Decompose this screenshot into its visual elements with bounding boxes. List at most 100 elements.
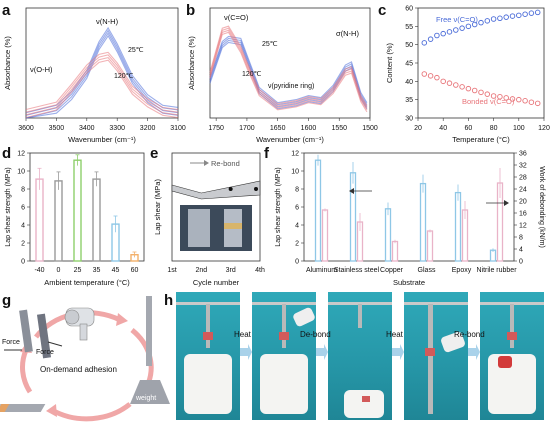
annotation-e: Re-bond xyxy=(211,159,240,168)
data-point-c xyxy=(465,23,472,30)
annotation-b: 120℃ xyxy=(242,71,262,78)
panel-label-g: g xyxy=(2,292,12,309)
chart-f: 02468101204812162024283236AluminumStainl… xyxy=(275,151,545,288)
data-point-c xyxy=(490,16,497,22)
data-point-c xyxy=(503,95,509,101)
annotation-a: 25℃ xyxy=(128,47,144,54)
y-tick-label-c: 55 xyxy=(405,24,413,31)
chart-c: 20 40 60 80 100 120 30 35 40 45 50 55 60 Temperature … xyxy=(385,6,550,145)
x-tick-label-d: 35 xyxy=(93,267,101,274)
h-step-2: De-bond xyxy=(300,330,331,339)
data-point-c xyxy=(522,11,528,17)
y-tick-label-c: 35 xyxy=(405,97,413,104)
annotation-a: 120℃ xyxy=(114,73,134,80)
photo-4 xyxy=(404,292,468,420)
x-tick-label-e: 1st xyxy=(167,267,176,274)
chart-a: 3600 3500 3400 3300 3200 3100 Wavenumber (cm⁻¹… xyxy=(3,7,186,144)
series-line-b xyxy=(209,41,368,110)
series-line-a xyxy=(25,32,179,119)
inset-plate-e xyxy=(188,209,210,247)
bar-d xyxy=(35,178,44,262)
y-tick-label-f: 12 xyxy=(291,151,299,158)
bar-work-f xyxy=(426,230,434,262)
data-point-c xyxy=(534,9,541,16)
data-point-c xyxy=(497,15,503,22)
x-tick-label-e: 2nd xyxy=(195,267,207,274)
x-tick-label-a: 3600 xyxy=(18,125,34,132)
photo-5 xyxy=(480,292,544,420)
x-tick-label-b: 1600 xyxy=(301,125,317,132)
data-point-c xyxy=(427,73,434,79)
x-tick-label-a: 3100 xyxy=(170,125,186,132)
y2-tick-label-f: 8 xyxy=(519,235,523,242)
rebond-arrow-head-e xyxy=(204,160,209,166)
series-line-a xyxy=(25,59,179,119)
annotation-b: 25℃ xyxy=(262,41,278,48)
x-tick-label-c: 40 xyxy=(439,125,447,132)
axis-arrow-head-f xyxy=(504,200,509,206)
data-point-c xyxy=(459,84,465,90)
annotation-a: ν(O-H) xyxy=(30,65,53,74)
g-weight-label: weight xyxy=(135,395,156,402)
data-point-c xyxy=(421,40,428,46)
panel-label-h: h xyxy=(164,292,174,309)
data-point-c xyxy=(528,10,535,16)
series-line-a xyxy=(25,56,179,116)
y-tick-label-c: 30 xyxy=(405,116,413,123)
x-tick-label-f: Copper xyxy=(380,267,404,274)
y-tick-label-d: 12 xyxy=(17,151,25,158)
y-tick-label-c: 40 xyxy=(405,79,413,86)
data-point-c xyxy=(478,89,484,96)
plot-frame-f xyxy=(303,152,515,262)
data-point-c xyxy=(434,74,440,81)
y-axis-label-f: Lap shear strength (MPa) xyxy=(275,167,282,246)
x-tick-label-f: Aluminum xyxy=(306,267,337,274)
data-point-c xyxy=(509,13,516,19)
y-tick-label-d: 4 xyxy=(21,223,25,230)
bar-work-f xyxy=(391,240,399,262)
data-point-c xyxy=(509,96,516,102)
plot-frame-d xyxy=(29,152,145,262)
y-tick-label-f: 8 xyxy=(295,187,299,194)
data-point-c xyxy=(459,25,465,31)
x-tick-label-a: 3300 xyxy=(109,125,125,132)
x-axis-label-a: Wavenumber (cm⁻¹) xyxy=(68,135,136,144)
plot-frame-b xyxy=(209,7,371,119)
y2-tick-label-f: 4 xyxy=(519,247,523,254)
x-tick-label-e: 4th xyxy=(255,267,265,274)
data-point-c xyxy=(516,96,522,103)
x-tick-label-b: 1650 xyxy=(270,125,286,132)
chart-b: 1750 1700 1650 1600 1550 1500 Wavenumber (cm⁻¹… xyxy=(187,7,378,144)
y-axis-label-b: Absorbance (%) xyxy=(187,36,196,90)
x-tick-label-c: 100 xyxy=(513,125,525,132)
annotation-b: ν(pyridine ring) xyxy=(268,83,314,90)
y-tick-label-c: 60 xyxy=(405,6,413,13)
data-point-c xyxy=(522,98,528,104)
data-point-c xyxy=(484,18,491,24)
data-point-c xyxy=(478,19,484,26)
x-tick-label-b: 1750 xyxy=(208,125,224,132)
series-line-b xyxy=(209,27,368,109)
g-force-label-1: Force xyxy=(2,339,20,346)
x-tick-label-d: 45 xyxy=(112,267,120,274)
bar-strength-f xyxy=(454,191,462,262)
inset-adhesive-e xyxy=(224,223,242,229)
data-point-c xyxy=(453,82,459,88)
series-line-b xyxy=(209,29,368,111)
y-axis-label-d: Lap shear strength (MPa) xyxy=(5,167,12,246)
g-force-label-2: Force xyxy=(36,349,54,356)
y-tick-label-d: 6 xyxy=(21,205,25,212)
x-axis-label-f: Substrate xyxy=(393,278,425,287)
y-tick-label-f: 2 xyxy=(295,241,299,248)
y2-tick-label-f: 20 xyxy=(519,199,527,206)
plot-frame-a xyxy=(25,7,179,119)
y2-tick-label-f: 16 xyxy=(519,211,527,218)
data-point-c xyxy=(446,80,453,86)
series-line-b xyxy=(209,31,368,113)
data-point-e xyxy=(228,187,233,191)
data-point-c xyxy=(528,99,535,105)
bar-work-f xyxy=(321,209,329,262)
data-point-c xyxy=(471,87,478,94)
bar-d xyxy=(92,178,101,262)
